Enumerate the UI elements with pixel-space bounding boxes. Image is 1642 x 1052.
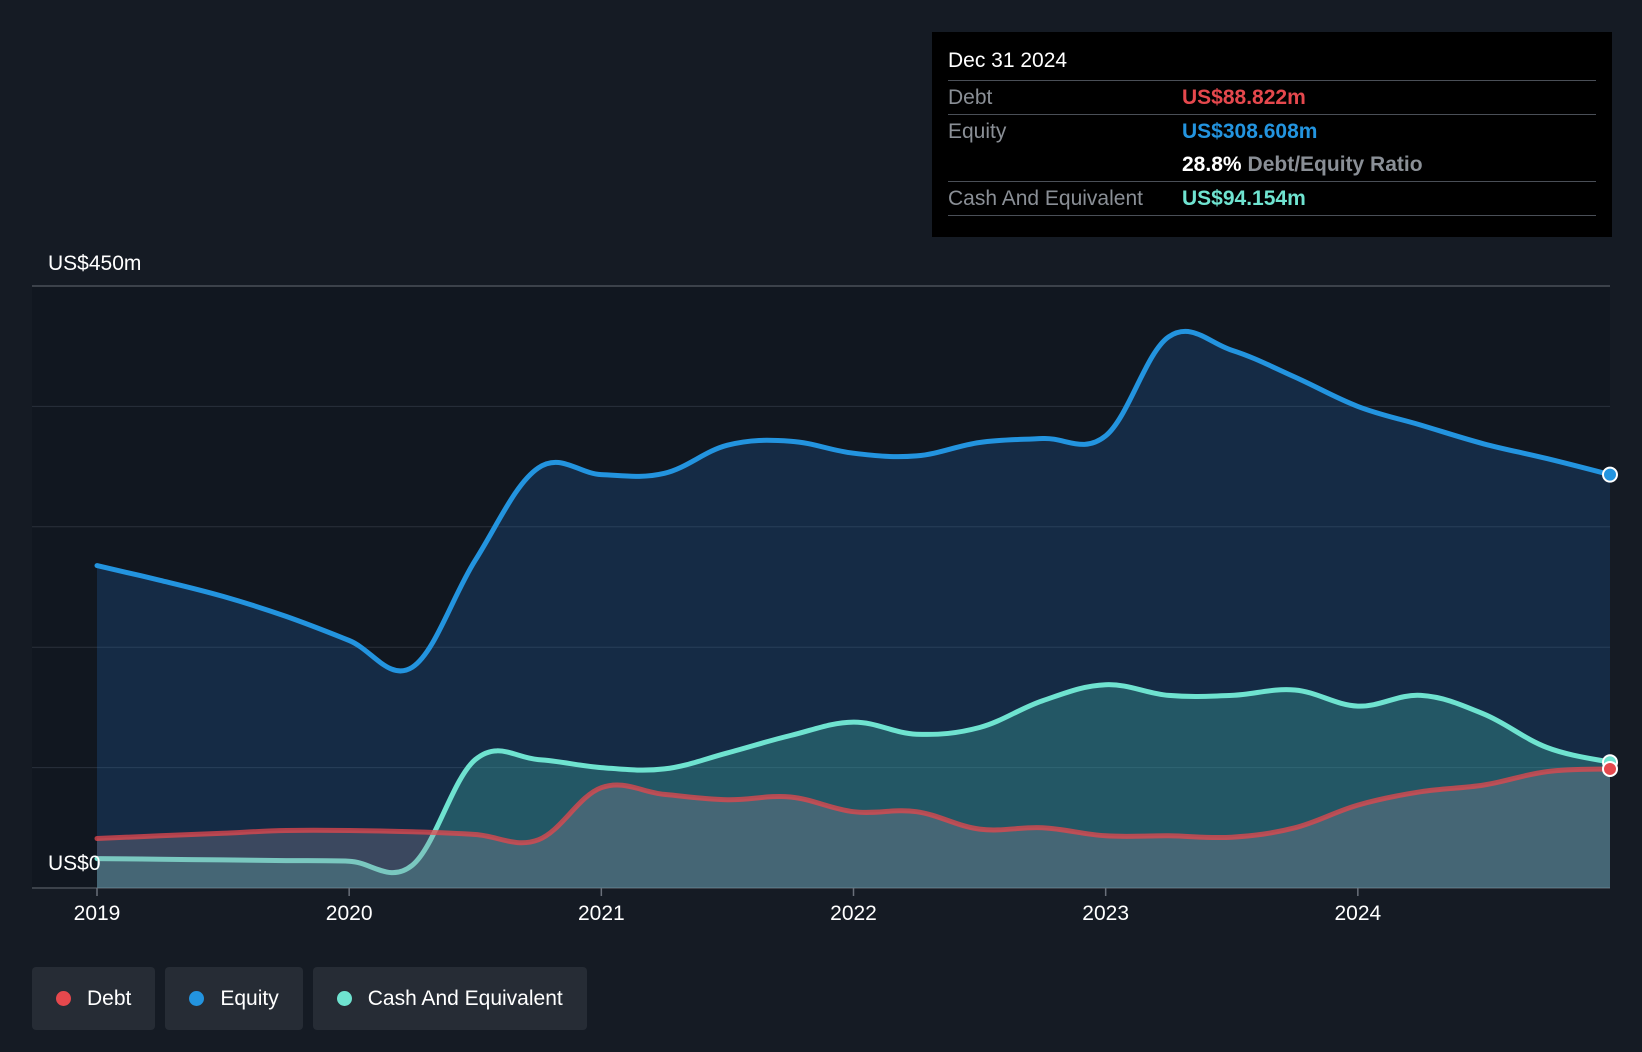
cash-dot-icon (336, 991, 352, 1006)
tooltip-debt-value: US$88.822m (1182, 86, 1306, 109)
plot-background (32, 286, 1610, 888)
equity-dot-icon (189, 991, 205, 1006)
tooltip-cash-label: Cash And Equivalent (948, 187, 1143, 210)
legend-item-cash[interactable]: Cash And Equivalent (312, 967, 587, 1030)
x-tick-label: 2020 (326, 902, 373, 925)
debt-end-marker (1602, 760, 1618, 777)
tooltip-ratio-value: 28.8% (1182, 153, 1242, 176)
legend-item-equity[interactable]: Equity (165, 967, 303, 1030)
equity-area (97, 331, 1610, 888)
tooltip-equity-value: US$308.608m (1182, 120, 1318, 143)
equity-line (94, 328, 1613, 674)
debt-area (97, 768, 1610, 888)
debt-dot-icon (56, 991, 71, 1006)
x-tick-label: 2019 (74, 902, 121, 925)
tooltip-equity-label: Equity (948, 120, 1007, 143)
y-axis-min-label: US$0 (48, 852, 101, 875)
x-tick-label: 2021 (578, 902, 625, 925)
legend-label-debt: Debt (87, 986, 132, 1010)
tooltip-cash-row: Cash And Equivalent US$94.154m (948, 182, 1596, 216)
tooltip: Dec 31 2024 Debt US$88.822m Equity US$30… (932, 32, 1612, 237)
tooltip-debt-label: Debt (948, 86, 993, 109)
legend: Debt Equity Cash And Equivalent (32, 967, 587, 1030)
marker-layer (1602, 466, 1618, 777)
equity-end-marker (1602, 466, 1618, 483)
debt-line (94, 766, 1613, 846)
tooltip-ratio-label: Debt/Equity Ratio (1247, 153, 1423, 176)
legend-label-equity: Equity (220, 986, 279, 1010)
tooltip-equity-row: Equity US$308.608m (948, 115, 1596, 148)
tooltip-cash-value: US$94.154m (1182, 187, 1306, 210)
series-layer (94, 328, 1613, 888)
legend-item-debt[interactable]: Debt (32, 967, 156, 1030)
tooltip-ratio-row: 28.8% Debt/Equity Ratio (948, 148, 1596, 182)
cash-line (94, 682, 1613, 876)
tooltip-debt-row: Debt US$88.822m (948, 81, 1596, 115)
y-axis-max-label: US$450m (48, 252, 141, 275)
legend-label-cash: Cash And Equivalent (367, 986, 563, 1010)
x-tick-label: 2024 (1334, 902, 1381, 925)
axis-layer: 2019 2020 2021 2022 2023 2024 US$450m US$0 (48, 252, 1382, 925)
tooltip-date: Dec 31 2024 (948, 46, 1596, 81)
x-tick-label: 2023 (1082, 902, 1129, 925)
grid-layer (32, 285, 1610, 889)
x-tick-label: 2022 (830, 902, 877, 925)
